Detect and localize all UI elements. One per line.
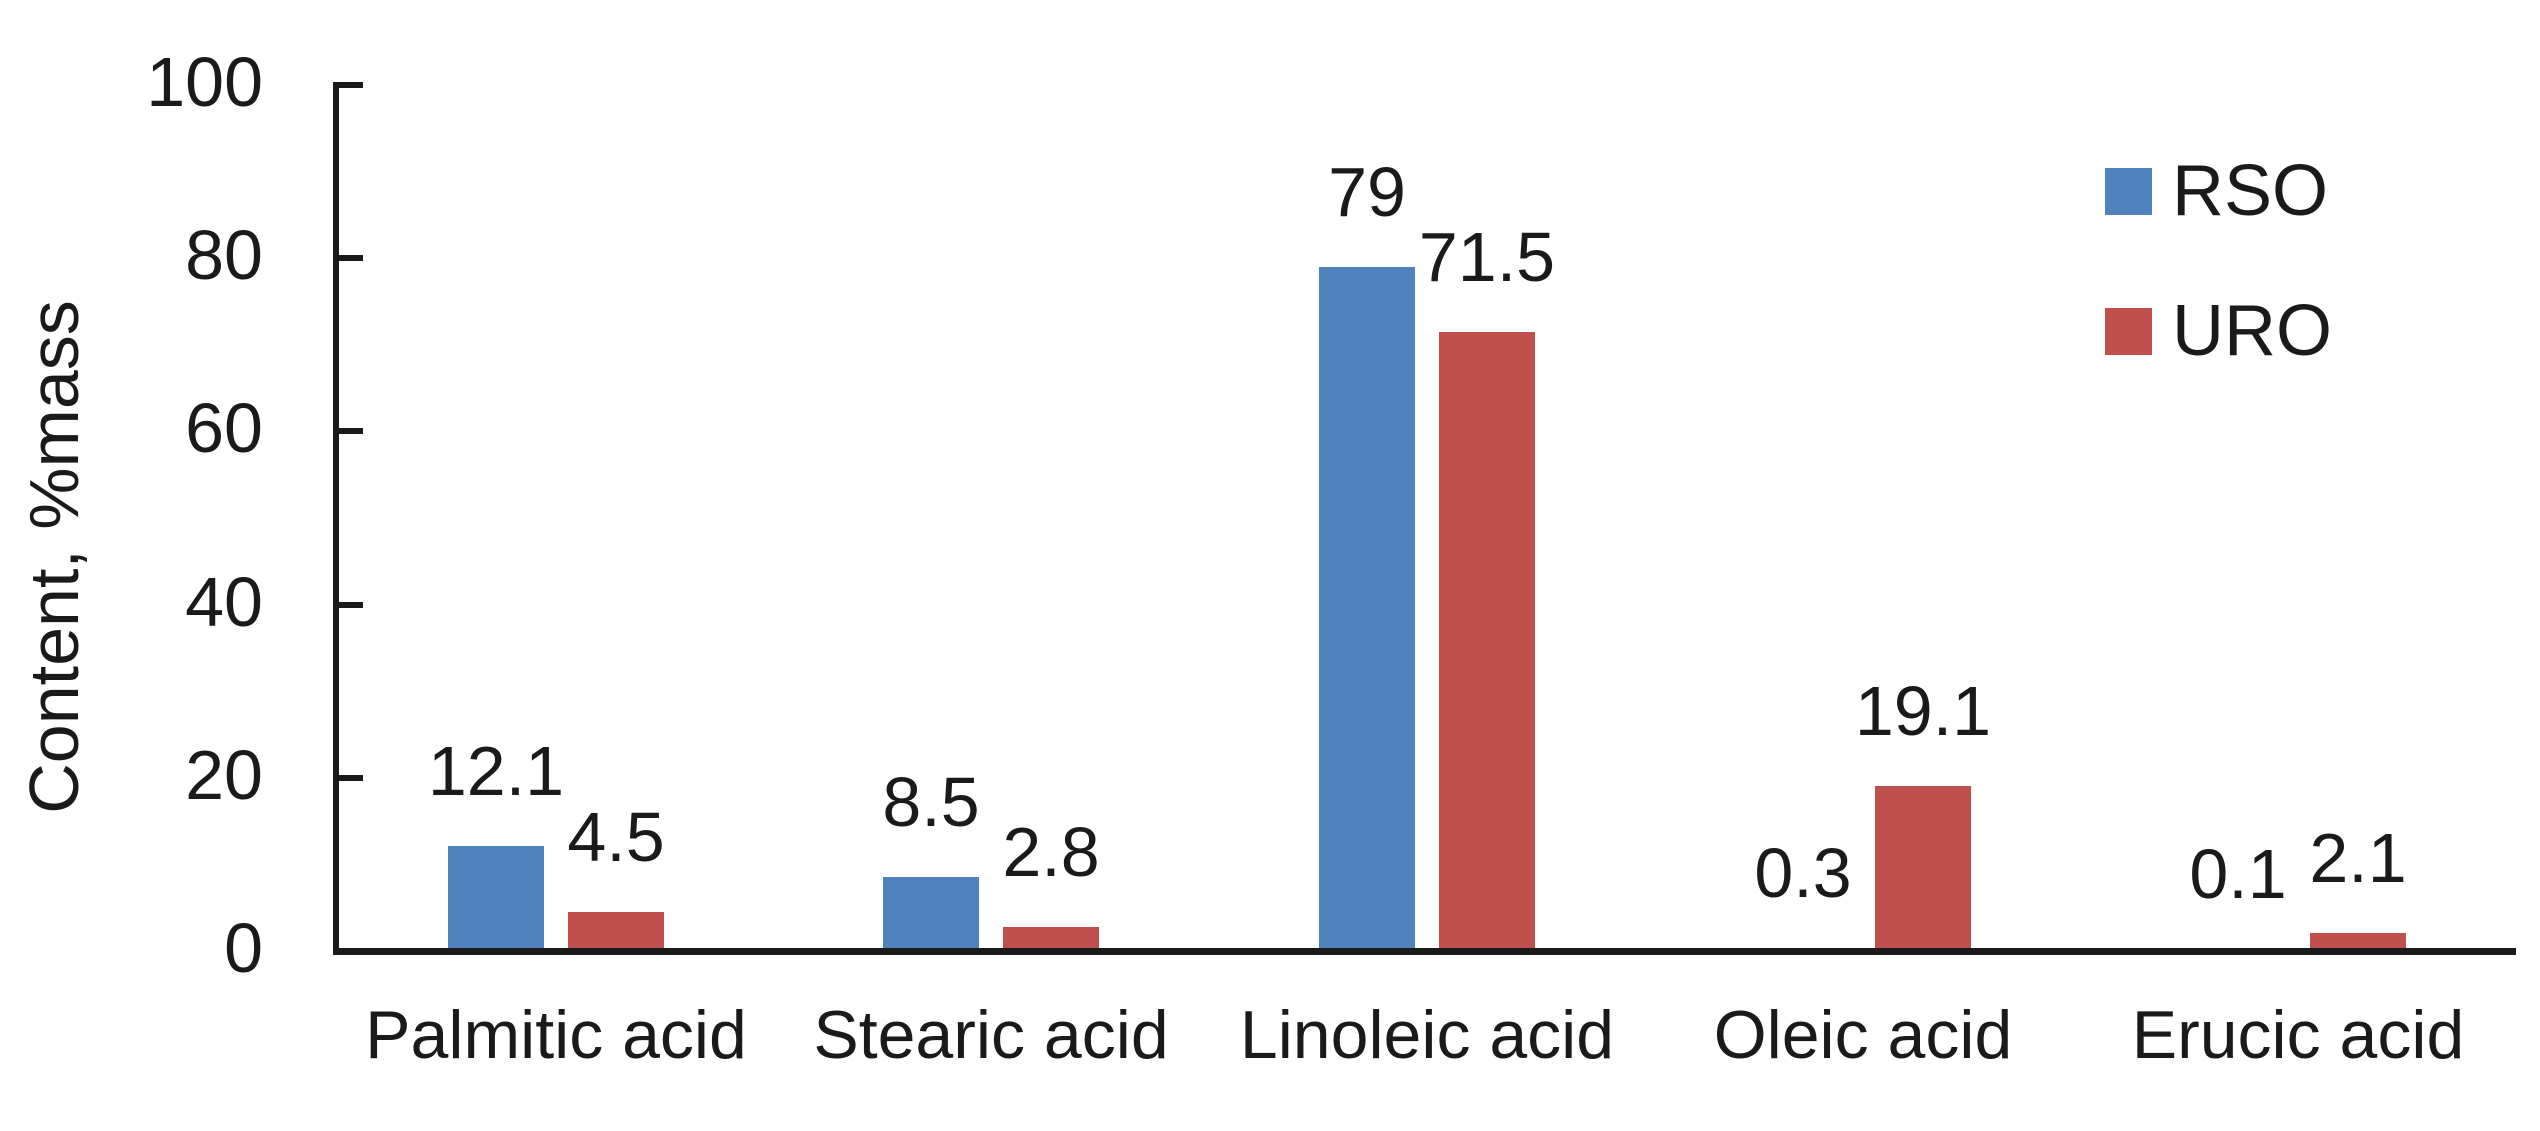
bar-value-label-rso-oleic-acid: 0.3 bbox=[1754, 834, 1852, 912]
x-category-label-oleic-acid: Oleic acid bbox=[1713, 997, 2013, 1073]
x-category-label-stearic-acid: Stearic acid bbox=[813, 997, 1169, 1073]
bar-rso-palmitic-acid bbox=[448, 846, 544, 951]
y-tick-label-40: 40 bbox=[185, 562, 263, 641]
bar-uro-linoleic-acid bbox=[1439, 332, 1535, 951]
bar-value-label-rso-erucic-acid: 0.1 bbox=[2189, 835, 2287, 913]
bar-value-label-rso-palmitic-acid: 12.1 bbox=[427, 732, 565, 810]
bar-uro-erucic-acid bbox=[2310, 933, 2406, 951]
bar-value-label-uro-palmitic-acid: 4.5 bbox=[567, 798, 665, 876]
bar-value-label-rso-stearic-acid: 8.5 bbox=[882, 763, 980, 841]
x-category-label-erucic-acid: Erucic acid bbox=[2131, 997, 2465, 1073]
legend-swatch-uro bbox=[2105, 308, 2152, 355]
y-tick-mark-80 bbox=[333, 255, 363, 262]
bar-uro-oleic-acid bbox=[1875, 786, 1971, 951]
bar-value-label-uro-erucic-acid: 2.1 bbox=[2309, 819, 2407, 897]
bar-value-label-uro-linoleic-acid: 71.5 bbox=[1418, 218, 1556, 296]
legend-swatch-rso bbox=[2105, 168, 2152, 215]
y-axis-line bbox=[333, 82, 339, 955]
y-tick-label-80: 80 bbox=[185, 216, 263, 295]
x-category-label-palmitic-acid: Palmitic acid bbox=[365, 997, 747, 1073]
legend-entry-uro: URO bbox=[2105, 291, 2332, 371]
y-tick-mark-20 bbox=[333, 774, 363, 781]
y-tick-mark-100 bbox=[333, 82, 363, 88]
legend-entry-rso: RSO bbox=[2105, 151, 2329, 231]
x-axis-line bbox=[333, 948, 2516, 955]
bar-rso-linoleic-acid bbox=[1319, 267, 1415, 951]
bar-rso-stearic-acid bbox=[883, 877, 979, 951]
y-tick-mark-60 bbox=[333, 428, 363, 435]
y-tick-mark-40 bbox=[333, 601, 363, 608]
y-tick-label-0: 0 bbox=[224, 909, 263, 987]
x-category-label-linoleic-acid: Linoleic acid bbox=[1239, 997, 1615, 1073]
bar-uro-palmitic-acid bbox=[568, 912, 664, 951]
legend-label-rso: RSO bbox=[2172, 151, 2329, 231]
bar-value-label-uro-stearic-acid: 2.8 bbox=[1002, 813, 1100, 891]
bar-value-label-rso-linoleic-acid: 79 bbox=[1328, 153, 1406, 231]
y-tick-label-100: 100 bbox=[146, 43, 263, 121]
y-tick-label-20: 20 bbox=[185, 735, 263, 814]
bar-uro-stearic-acid bbox=[1003, 927, 1099, 951]
bar-value-label-uro-oleic-acid: 19.1 bbox=[1854, 672, 1992, 750]
y-tick-label-60: 60 bbox=[185, 389, 263, 468]
legend-label-uro: URO bbox=[2172, 291, 2332, 371]
